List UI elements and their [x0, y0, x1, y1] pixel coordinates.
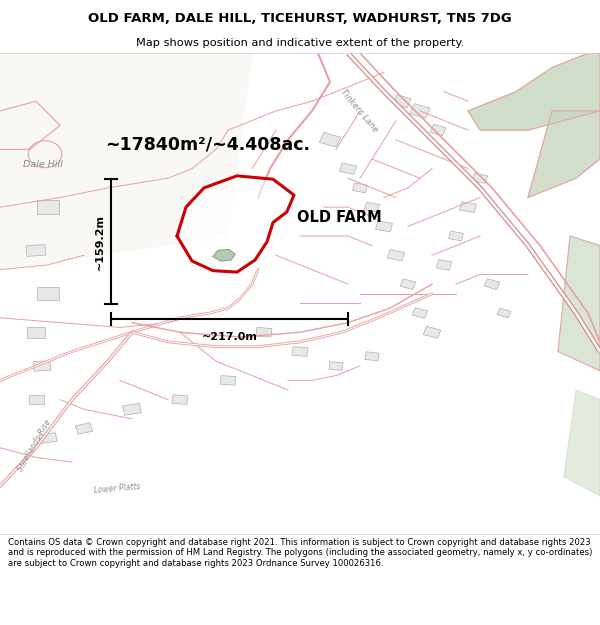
FancyBboxPatch shape [365, 202, 379, 212]
FancyBboxPatch shape [256, 328, 272, 337]
Text: Dale Hill: Dale Hill [23, 160, 63, 169]
FancyBboxPatch shape [76, 422, 92, 434]
FancyBboxPatch shape [340, 163, 356, 174]
FancyBboxPatch shape [122, 403, 142, 415]
Polygon shape [528, 111, 600, 198]
FancyBboxPatch shape [423, 326, 441, 338]
FancyBboxPatch shape [319, 132, 341, 148]
FancyBboxPatch shape [393, 94, 411, 108]
FancyBboxPatch shape [430, 124, 446, 136]
Text: ~159.2m: ~159.2m [95, 214, 105, 270]
FancyBboxPatch shape [27, 327, 45, 338]
FancyBboxPatch shape [220, 376, 236, 385]
FancyBboxPatch shape [388, 249, 404, 261]
FancyBboxPatch shape [29, 395, 44, 404]
Text: ~217.0m: ~217.0m [202, 332, 257, 342]
Polygon shape [0, 53, 252, 270]
FancyBboxPatch shape [33, 361, 51, 371]
FancyBboxPatch shape [497, 308, 511, 318]
Text: Contains OS data © Crown copyright and database right 2021. This information is : Contains OS data © Crown copyright and d… [8, 538, 593, 568]
Text: OLD FARM, DALE HILL, TICEHURST, WADHURST, TN5 7DG: OLD FARM, DALE HILL, TICEHURST, WADHURST… [88, 12, 512, 24]
Text: Map shows position and indicative extent of the property.: Map shows position and indicative extent… [136, 38, 464, 48]
FancyBboxPatch shape [436, 259, 452, 270]
FancyBboxPatch shape [365, 352, 379, 361]
Text: ~17840m²/~4.408ac.: ~17840m²/~4.408ac. [105, 136, 310, 154]
Text: OLD FARM: OLD FARM [297, 210, 382, 225]
FancyBboxPatch shape [472, 173, 488, 183]
FancyBboxPatch shape [460, 202, 476, 212]
Text: Steellands Rise: Steellands Rise [16, 418, 53, 473]
FancyBboxPatch shape [26, 244, 46, 256]
Polygon shape [564, 390, 600, 496]
Text: Lower Platts: Lower Platts [94, 482, 140, 495]
Polygon shape [213, 249, 235, 261]
FancyBboxPatch shape [172, 395, 188, 404]
FancyBboxPatch shape [376, 221, 392, 232]
Polygon shape [468, 53, 600, 130]
FancyBboxPatch shape [412, 308, 428, 318]
FancyBboxPatch shape [449, 231, 463, 241]
FancyBboxPatch shape [484, 279, 500, 289]
FancyBboxPatch shape [410, 104, 430, 118]
FancyBboxPatch shape [39, 432, 57, 444]
Text: Tinkers Lane: Tinkers Lane [338, 88, 379, 134]
FancyBboxPatch shape [400, 279, 416, 289]
Polygon shape [558, 236, 600, 371]
FancyBboxPatch shape [329, 362, 343, 370]
FancyBboxPatch shape [292, 347, 308, 356]
FancyBboxPatch shape [37, 287, 59, 301]
Polygon shape [177, 176, 294, 272]
FancyBboxPatch shape [353, 183, 367, 192]
FancyBboxPatch shape [37, 201, 59, 214]
